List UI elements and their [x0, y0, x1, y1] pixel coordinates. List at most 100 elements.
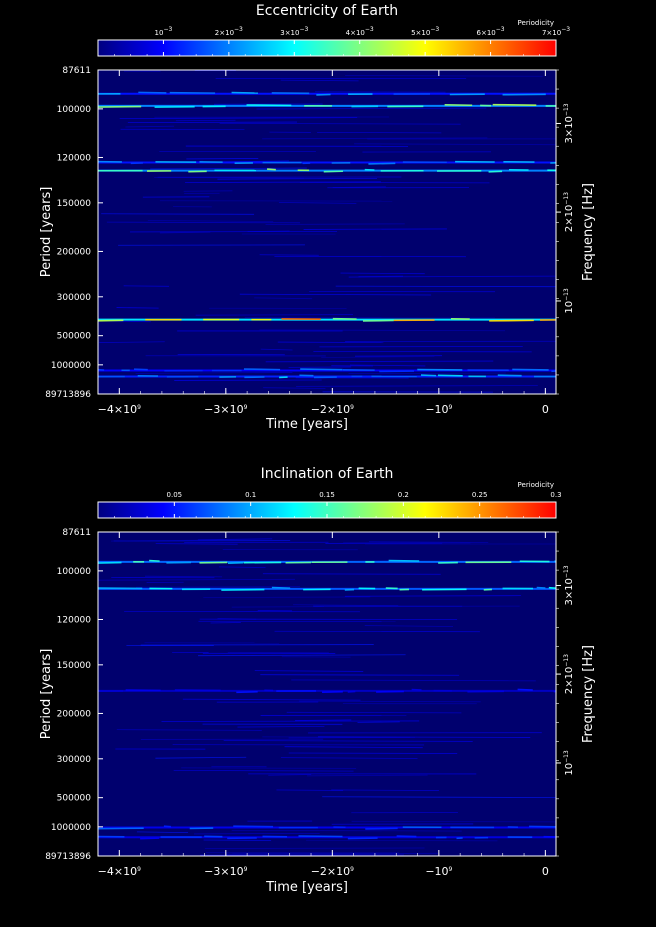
- colorbar-tick-label: 0.15: [319, 491, 335, 499]
- band-segment: [488, 170, 503, 173]
- background-streak: [111, 539, 218, 542]
- band-segment: [420, 374, 437, 377]
- background-streak: [321, 356, 435, 358]
- colorbar-tick-label: 3×10−3: [280, 26, 308, 37]
- y-tick-label: 100000: [57, 105, 92, 115]
- x-tick-label: −109: [425, 403, 452, 416]
- colorbar-tick-label: 0.2: [398, 491, 409, 499]
- background-streak: [286, 711, 462, 714]
- chart-title: Inclination of Earth: [261, 466, 394, 482]
- band-segment: [365, 827, 398, 830]
- background-streak: [135, 372, 293, 374]
- y-right-axis-label: Frequency [Hz]: [581, 645, 596, 743]
- background-streak: [277, 341, 384, 344]
- band-segment: [322, 690, 343, 693]
- background-streak: [288, 752, 458, 754]
- y-axis-label: Period [years]: [39, 649, 54, 740]
- x-tick-label: −3×109: [204, 403, 247, 416]
- background-streak: [348, 372, 506, 375]
- x-tick-label: −2×109: [311, 865, 354, 878]
- background-streak: [136, 586, 301, 588]
- band-segment: [243, 368, 281, 371]
- freq-tick-label: 3×10−13: [563, 103, 575, 143]
- band-segment: [140, 837, 160, 840]
- colorbar-label: Periodicity: [518, 481, 554, 489]
- background-streak: [195, 314, 353, 316]
- background-streak: [348, 275, 557, 278]
- background-streak: [254, 297, 313, 300]
- y-tick-label: 150000: [57, 199, 92, 209]
- background-streak: [368, 541, 489, 543]
- x-tick-label: −109: [425, 865, 452, 878]
- x-tick-label: 0: [542, 403, 549, 416]
- y-tick-label: 100000: [57, 567, 92, 577]
- band-segment: [536, 586, 546, 589]
- background-streak: [344, 595, 522, 597]
- background-streak: [159, 231, 211, 234]
- band-segment: [298, 835, 343, 838]
- background-streak: [280, 79, 359, 82]
- background-streak: [194, 832, 320, 835]
- background-streak: [263, 387, 326, 389]
- background-streak: [306, 839, 498, 842]
- y-axis-label: Period [years]: [39, 187, 54, 278]
- background-streak: [150, 167, 307, 170]
- colorbar-label: Periodicity: [518, 19, 554, 27]
- freq-tick-label: 3×10−13: [563, 565, 575, 605]
- band-segment: [149, 559, 160, 562]
- background-streak: [280, 757, 418, 759]
- background-streak: [198, 654, 406, 657]
- y-right-axis-label: Frequency [Hz]: [581, 183, 596, 281]
- x-tick-label: −4×109: [98, 403, 141, 416]
- background-streak: [197, 538, 273, 541]
- band-segment: [300, 368, 343, 371]
- background-streak: [262, 573, 441, 575]
- background-streak: [260, 348, 293, 351]
- background-streak: [145, 575, 223, 578]
- colorbar-tick-label: 7×10−3: [542, 26, 570, 37]
- background-streak: [317, 736, 531, 738]
- background-streak: [136, 831, 189, 833]
- background-streak: [265, 223, 405, 225]
- background-streak: [364, 625, 454, 627]
- background-streak: [127, 121, 297, 123]
- background-streak: [161, 720, 420, 722]
- background-streak: [239, 293, 432, 296]
- colorbar-tick-label: 0.1: [245, 491, 256, 499]
- x-tick-label: −4×109: [98, 865, 141, 878]
- background-streak: [262, 137, 488, 140]
- background-streak: [147, 220, 274, 222]
- x-tick-label: −3×109: [204, 865, 247, 878]
- background-streak: [295, 719, 352, 721]
- background-streak: [232, 853, 404, 856]
- band-segment: [492, 103, 537, 106]
- band-segment: [233, 825, 274, 828]
- band-segment: [138, 91, 167, 94]
- background-streak: [299, 700, 481, 703]
- colorbar-tick-label: 5×10−3: [411, 26, 439, 37]
- background-streak: [259, 329, 506, 332]
- background-streak: [254, 670, 364, 672]
- background-streak: [217, 177, 378, 180]
- y-tick-label: 200000: [57, 709, 92, 719]
- plot-area: [98, 532, 556, 856]
- y-tick-label: 120000: [57, 615, 92, 625]
- background-streak: [210, 622, 241, 624]
- background-streak: [317, 131, 442, 134]
- x-tick-label: −2×109: [311, 403, 354, 416]
- freq-tick-label: 10−13: [563, 750, 575, 776]
- band-segment: [411, 688, 422, 691]
- band-segment: [362, 319, 394, 322]
- band-segment: [133, 368, 148, 371]
- band-segment: [368, 162, 396, 165]
- y-tick-label: 89713896: [45, 390, 91, 400]
- background-streak: [125, 125, 175, 128]
- background-streak: [237, 725, 325, 728]
- freq-tick-label: 2×10−13: [563, 654, 575, 694]
- background-streak: [99, 341, 165, 343]
- background-streak: [219, 566, 266, 569]
- background-streak: [223, 740, 473, 742]
- background-streak: [335, 285, 557, 288]
- band-segment: [267, 168, 276, 171]
